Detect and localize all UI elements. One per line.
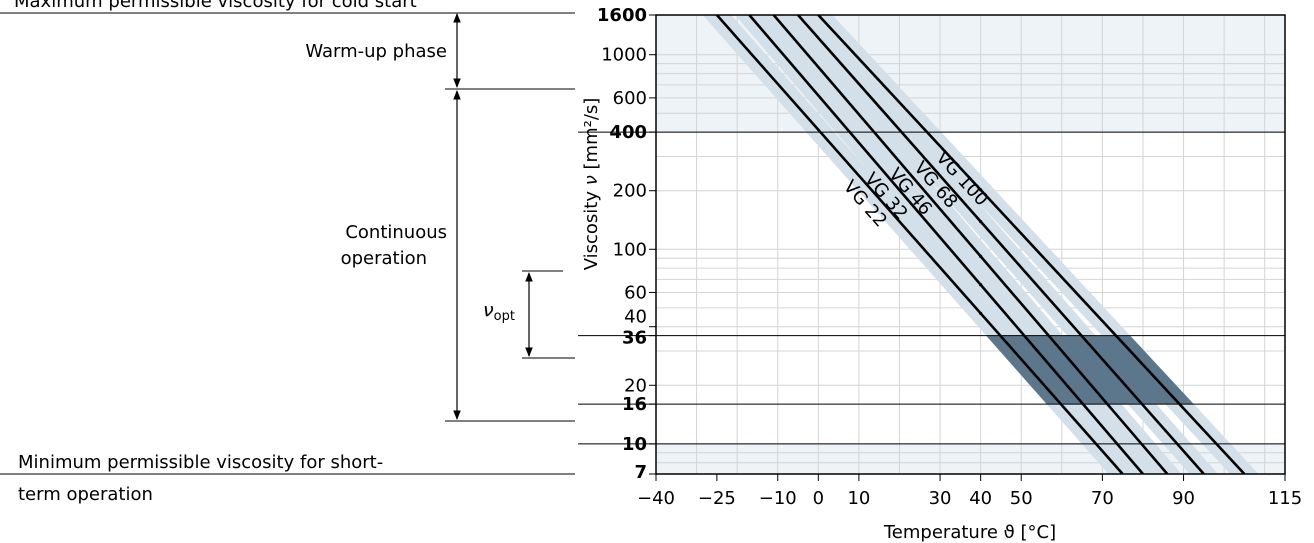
- y-axis-label: Viscosity ν [mm²/s]: [581, 98, 602, 271]
- series-dot: [979, 311, 983, 315]
- y-tick-label: 600: [613, 88, 647, 109]
- y-tick-label: 36: [622, 328, 647, 349]
- series-dot: [979, 254, 983, 258]
- reference-dots: [979, 188, 983, 315]
- y-tick-label: 16: [622, 394, 647, 415]
- x-tick-label: 90: [1172, 488, 1195, 509]
- y-tick-label: 7: [634, 462, 647, 483]
- vg-series-lines: [715, 15, 1246, 474]
- x-tick-label: 10: [847, 488, 870, 509]
- x-tick-label: 30: [929, 488, 952, 509]
- x-axis-label: Temperature ϑ [°C]: [883, 522, 1056, 543]
- min-viscosity-label-line1: Minimum permissible viscosity for short-: [18, 452, 383, 473]
- x-tick-label: −25: [698, 488, 736, 509]
- series-line: [748, 15, 1144, 474]
- cold-start-label: Maximum permissible viscosity for cold s…: [14, 0, 417, 12]
- series-line: [772, 15, 1169, 474]
- series-line: [797, 15, 1205, 474]
- x-axis-ticks: −40 −25 −10 0 10 30 40 50 70 90 115: [637, 474, 1302, 509]
- continuous-label-line1: Continuous: [345, 222, 447, 243]
- left-annotations: Maximum permissible viscosity for cold s…: [0, 0, 575, 505]
- y-tick-label: 100: [613, 239, 647, 260]
- series-line: [715, 15, 1124, 474]
- threshold-lines: [578, 14, 1285, 475]
- x-tick-label: 40: [969, 488, 992, 509]
- nu-opt-label: νopt: [483, 299, 515, 324]
- y-tick-label: 1000: [601, 45, 647, 66]
- y-tick-label: 1600: [597, 5, 647, 26]
- min-viscosity-label-line2: term operation: [18, 484, 153, 505]
- x-tick-label: −40: [637, 488, 675, 509]
- y-tick-label: 200: [613, 181, 647, 202]
- warm-up-label: Warm-up phase: [305, 41, 447, 62]
- series-dot: [979, 188, 983, 192]
- y-tick-label: 60: [624, 282, 647, 303]
- x-tick-label: −10: [759, 488, 797, 509]
- series-line: [817, 15, 1246, 474]
- y-tick-label: 400: [609, 122, 647, 143]
- continuous-label-line2: operation: [341, 248, 427, 269]
- y-tick-label: 40: [624, 307, 647, 328]
- x-tick-label: 50: [1010, 488, 1033, 509]
- y-tick-label: 20: [624, 375, 647, 396]
- x-tick-label: 115: [1268, 488, 1302, 509]
- x-tick-label: 0: [813, 488, 824, 509]
- plot-frame: [655, 14, 1286, 475]
- x-tick-label: 70: [1091, 488, 1114, 509]
- y-tick-label: 10: [622, 434, 647, 455]
- series-dot: [979, 219, 983, 224]
- series-dot: [979, 283, 983, 287]
